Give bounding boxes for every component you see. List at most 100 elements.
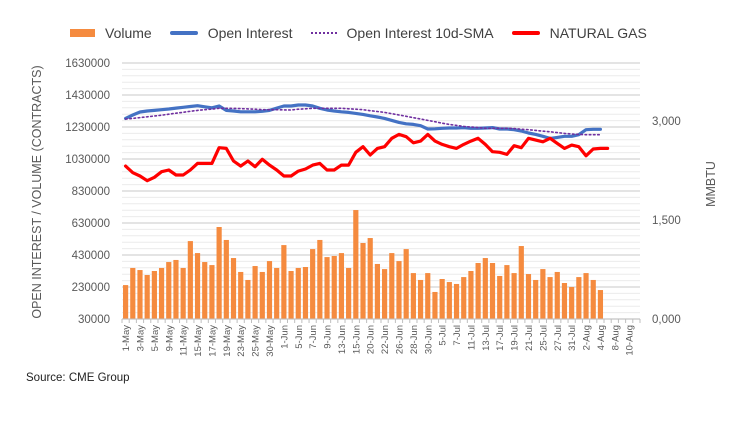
volume-bar <box>554 271 560 319</box>
volume-bar <box>180 267 186 319</box>
volume-bar <box>252 266 258 319</box>
volume-bar <box>346 267 352 319</box>
volume-bar <box>230 258 237 319</box>
x-tick-label: 30-Jun <box>423 325 434 354</box>
volume-bar <box>367 238 373 319</box>
x-tick-label: 15-May <box>193 325 204 357</box>
x-tick-label: 7-Jul <box>452 325 463 346</box>
x-tick-label: 1-May <box>121 325 132 352</box>
x-tick-label: 7-Jun <box>308 325 319 349</box>
y-tick-label-left: 630000 <box>72 218 110 230</box>
volume-bar <box>295 267 301 319</box>
x-tick-label: 9-May <box>164 325 175 352</box>
source-note: Source: CME Group <box>26 372 130 384</box>
volume-bar <box>123 285 129 319</box>
x-tick-label: 28-Jun <box>409 325 420 354</box>
y-tick-label-left: 1230000 <box>65 122 110 134</box>
x-tick-label: 22-Jun <box>380 325 391 354</box>
volume-bar <box>166 262 172 319</box>
volume-bars <box>123 210 604 319</box>
y-tick-label-left: 830000 <box>72 186 110 198</box>
volume-bar <box>382 269 388 319</box>
x-tick-label: 10-Aug <box>625 325 636 356</box>
volume-bar <box>223 239 229 319</box>
volume-bar <box>410 273 416 319</box>
volume-bar <box>331 255 337 319</box>
volume-bar <box>194 253 201 319</box>
volume-bar <box>209 265 215 319</box>
volume-bar <box>468 271 474 319</box>
legend-label: Open Interest <box>207 25 293 41</box>
x-tick-label: 31-Jul <box>567 325 578 351</box>
volume-bar <box>259 271 265 319</box>
x-tick-label: 8-Aug <box>610 325 621 350</box>
x-tick-label: 5-Jun <box>294 325 305 349</box>
volume-bar <box>302 267 309 319</box>
x-tick-label: 19-Jul <box>510 325 521 351</box>
volume-bar <box>453 283 460 319</box>
volume-bar <box>310 249 316 319</box>
legend-swatch-open-interest <box>169 31 198 35</box>
volume-bar <box>317 239 323 319</box>
legend: Volume Open Interest Open Interest 10d-S… <box>70 22 665 44</box>
volume-bar <box>504 265 510 319</box>
volume-bar <box>525 274 532 319</box>
x-tick-label: 9-Jun <box>323 325 334 349</box>
volume-bar <box>583 273 589 319</box>
volume-bar <box>389 253 395 319</box>
volume-bar <box>130 267 136 319</box>
x-tick-label: 25-May <box>251 325 262 357</box>
x-tick-label: 20-Jun <box>366 325 377 354</box>
volume-bar <box>238 271 244 319</box>
legend-item-volume: Volume <box>70 25 152 41</box>
volume-bar <box>245 279 251 319</box>
x-tick-label: 19-May <box>222 325 233 357</box>
volume-bar <box>374 263 380 319</box>
natural-gas-line <box>123 132 610 183</box>
volume-bar <box>151 271 157 319</box>
y-tick-label-right: 0,000 <box>652 314 681 326</box>
volume-bar <box>360 243 366 319</box>
volume-bar <box>324 257 330 319</box>
volume-bar <box>540 269 546 319</box>
y-tick-label-left: 430000 <box>72 250 110 262</box>
volume-bar <box>144 275 150 319</box>
x-tick-label: 3-May <box>136 325 147 352</box>
volume-bar <box>281 245 287 319</box>
volume-bar <box>274 267 280 319</box>
x-tick-label: 27-Jul <box>553 325 564 351</box>
x-tick-label: 21-Jul <box>524 325 535 351</box>
volume-bar <box>511 273 517 319</box>
volume-bar <box>266 261 273 319</box>
y-tick-label-left: 230000 <box>72 282 110 294</box>
x-tick-label: 26-Jun <box>395 325 406 354</box>
volume-bar <box>396 261 402 319</box>
volume-bar <box>489 263 496 319</box>
volume-bar <box>518 246 524 319</box>
legend-label: Volume <box>105 25 152 41</box>
x-tick-label: 5-Jul <box>438 325 449 346</box>
x-tick-label: 4-Aug <box>596 325 607 350</box>
line-series <box>123 103 610 183</box>
volume-bar <box>590 279 596 319</box>
volume-bar <box>461 277 467 319</box>
volume-bar <box>439 279 445 319</box>
volume-bar <box>338 253 345 319</box>
volume-bar <box>482 258 488 319</box>
gridlines <box>122 62 640 320</box>
volume-bar <box>497 275 503 319</box>
legend-item-sma: Open Interest 10d-SMA <box>310 25 494 41</box>
volume-bar <box>475 263 481 319</box>
legend-item-natural-gas: NATURAL GAS <box>511 25 647 41</box>
volume-bar <box>576 277 582 319</box>
volume-bar <box>137 270 143 319</box>
x-tick-label: 15-Jun <box>351 325 362 354</box>
y-tick-label-left: 1430000 <box>65 90 110 102</box>
open-interest-line <box>123 103 603 140</box>
x-tick-label: 5-May <box>150 325 161 352</box>
volume-bar <box>216 227 222 319</box>
volume-bar <box>597 290 604 319</box>
open-interest-sma-line <box>124 107 602 136</box>
legend-swatch-sma <box>310 32 337 34</box>
volume-bar <box>417 279 424 319</box>
